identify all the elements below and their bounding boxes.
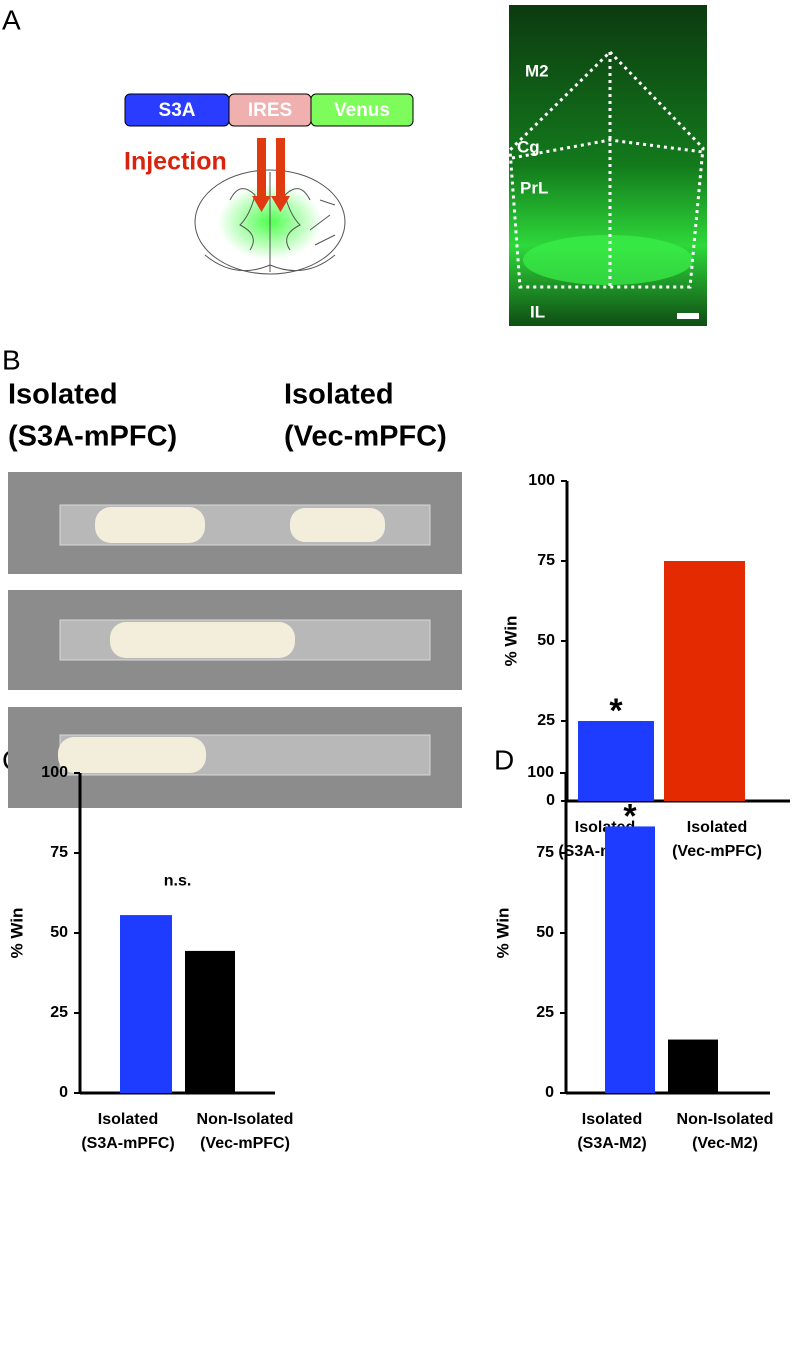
x-tick-label: (Vec-mPFC) [672,843,762,860]
x-tick-label: Non-Isolated [677,1111,774,1128]
panel-label: B [2,344,21,375]
injection-arrows [252,138,290,212]
y-tick-label: 50 [50,924,68,941]
construct-label: IRES [248,100,292,121]
y-tick-label: 100 [41,764,68,781]
construct-box [310,93,414,127]
x-tick-label: (Vec-mPFC) [200,1135,290,1152]
y-tick-label: 0 [546,792,555,809]
x-tick-label: Isolated [687,819,747,836]
y-tick-label: 25 [50,1004,68,1021]
x-tick-label: Isolated [98,1111,158,1128]
y-tick-label: 50 [536,924,554,941]
bar [664,561,745,801]
y-axis-label: % Win [493,908,512,959]
bar [605,826,655,1093]
brain-section [194,169,346,275]
y-axis-label: % Win [7,908,26,959]
bar [120,915,172,1093]
construct-label: S3A [159,100,196,121]
photo [8,472,462,574]
y-tick-label: 75 [536,844,554,861]
region-label: PrL [520,178,548,197]
scale-bar [677,313,699,319]
x-tick-label: Isolated [582,1111,642,1128]
y-tick-label: 50 [537,632,555,649]
panel-label: D [494,744,514,775]
group-label: Isolated [8,379,118,411]
x-tick-label: Non-Isolated [197,1111,294,1128]
significance-mark: * [623,797,637,835]
y-tick-label: 0 [545,1084,554,1101]
y-tick-label: 100 [527,764,554,781]
fluorescence [523,235,693,285]
x-tick-label: (Vec-M2) [692,1135,758,1152]
bar [185,950,235,1093]
construct-label: Venus [334,100,390,121]
photo [8,707,462,808]
panel-label: A [2,4,21,35]
x-tick-label: (S3A-mPFC) [81,1135,174,1152]
group-label: Isolated [284,379,394,411]
x-tick-label: (S3A-M2) [577,1135,646,1152]
y-tick-label: 75 [50,844,68,861]
y-tick-label: 25 [537,712,555,729]
significance-note: n.s. [164,872,192,889]
injection-label: Injection [124,148,227,176]
y-tick-label: 0 [59,1084,68,1101]
group-label: (S3A-mPFC) [8,421,177,453]
y-tick-label: 100 [528,472,555,489]
y-axis-label: % Win [501,616,520,667]
bar [668,1039,718,1093]
photo [8,590,462,690]
bar [578,721,654,801]
group-label: (Vec-mPFC) [284,421,447,453]
region-label: IL [530,302,545,321]
significance-mark: * [609,692,623,730]
region-outline [508,49,705,289]
y-tick-label: 75 [537,552,555,569]
region-label: M2 [525,61,549,80]
region-label: Cg [517,137,540,156]
y-tick-label: 25 [536,1004,554,1021]
